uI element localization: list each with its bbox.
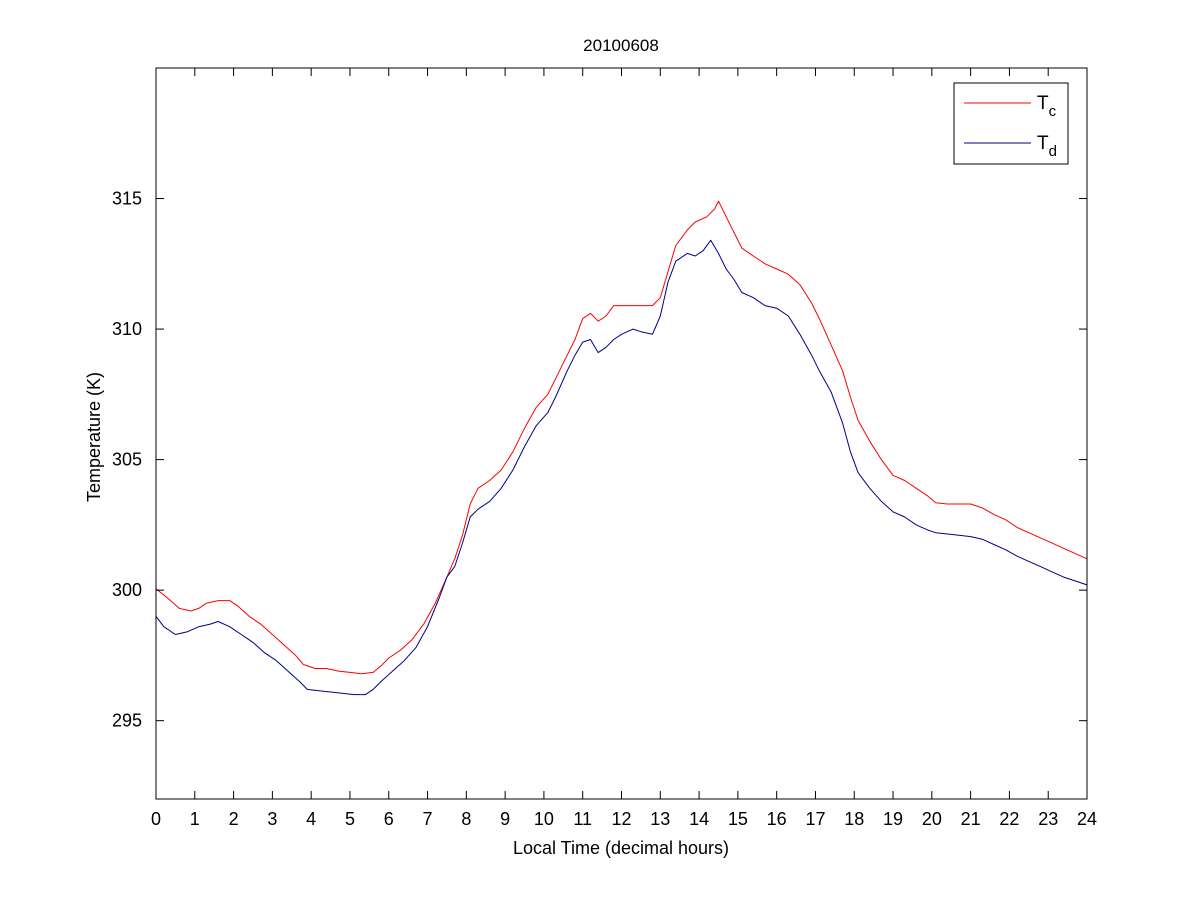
x-tick-label: 7 [423, 809, 433, 829]
x-tick-label: 3 [267, 809, 277, 829]
y-tick-label: 310 [112, 319, 142, 339]
x-tick-label: 13 [650, 809, 670, 829]
x-tick-label: 24 [1077, 809, 1097, 829]
y-axis-label: Temperature (K) [84, 372, 104, 502]
x-tick-label: 5 [345, 809, 355, 829]
x-tick-label: 10 [534, 809, 554, 829]
x-tick-label: 11 [573, 809, 592, 829]
legend-label-c: Tc [1037, 93, 1057, 120]
x-tick-label: 15 [728, 809, 748, 829]
x-tick-label: 4 [306, 809, 316, 829]
x-tick-label: 22 [999, 809, 1019, 829]
x-tick-label: 23 [1038, 809, 1058, 829]
x-tick-label: 19 [883, 809, 903, 829]
x-tick-label: 16 [767, 809, 787, 829]
x-tick-label: 21 [961, 809, 981, 829]
y-tick-label: 300 [112, 580, 142, 600]
chart-title: 20100608 [583, 36, 659, 55]
x-tick-label: 8 [461, 809, 471, 829]
legend-box [953, 82, 1069, 165]
x-tick-label: 17 [805, 809, 825, 829]
x-tick-label: 18 [844, 809, 864, 829]
plot-frame [155, 67, 1088, 800]
x-tick-label: 2 [229, 809, 239, 829]
y-tick-label: 295 [112, 711, 142, 731]
x-tick-label: 0 [151, 809, 161, 829]
x-tick-label: 20 [922, 809, 942, 829]
x-tick-label: 12 [611, 809, 631, 829]
x-axis-label: Local Time (decimal hours) [513, 838, 729, 858]
x-tick-label: 6 [384, 809, 394, 829]
y-tick-label: 315 [112, 189, 142, 209]
x-tick-label: 14 [689, 809, 709, 829]
y-axis: 295 300 305 310 315 [112, 189, 1087, 731]
legend: Tc Td [953, 82, 1069, 165]
x-axis: 0 1 2 3 4 5 6 7 8 9 10 11 12 13 14 15 16 17 18 19 20 21 22 23 24 [151, 68, 1097, 829]
series-line-c [155, 200, 1088, 675]
x-tick-label: 9 [500, 809, 510, 829]
series-line-d [155, 239, 1088, 696]
y-tick-label: 305 [112, 450, 142, 470]
legend-label-d: Td [1037, 133, 1057, 160]
x-tick-label: 1 [190, 809, 200, 829]
series-layer [155, 200, 1088, 696]
